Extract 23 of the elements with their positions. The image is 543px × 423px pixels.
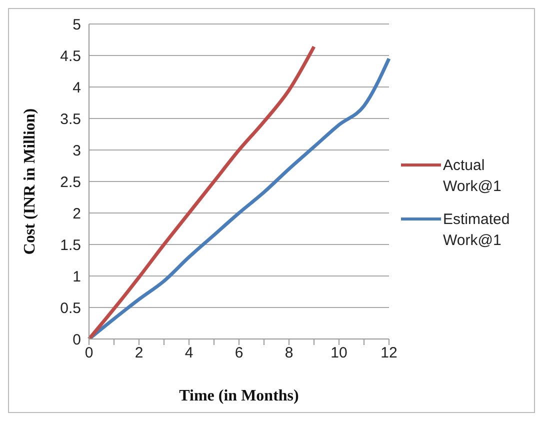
y-tick-label: 0 xyxy=(72,331,81,348)
legend-label: Actual Work@1 xyxy=(443,156,502,197)
x-axis-title: Time (in Months) xyxy=(179,387,299,404)
x-tick-label: 2 xyxy=(134,344,144,362)
y-tick-label: 1.5 xyxy=(60,236,81,254)
line-series xyxy=(87,44,316,339)
x-tick-label: 8 xyxy=(284,344,294,362)
x-tick-label: 12 xyxy=(380,344,398,362)
y-tick-label: 3 xyxy=(72,142,81,160)
y-tick-label: 3.5 xyxy=(60,110,81,128)
y-axis-title: Cost (INR in Million) xyxy=(22,108,39,255)
legend-label: Estimated Work@1 xyxy=(443,210,511,251)
y-tick-label: 4 xyxy=(72,79,81,96)
y-tick-label: 2.5 xyxy=(60,174,81,191)
y-tick-label: 2 xyxy=(72,205,81,222)
y-tick-label: 4.5 xyxy=(60,48,81,65)
x-tick-label: 6 xyxy=(234,344,244,362)
y-tick-label: 1 xyxy=(72,268,81,286)
y-tick-label: 5 xyxy=(72,16,81,34)
x-tick-label: 0 xyxy=(84,344,94,362)
x-tick-label: 10 xyxy=(330,344,348,362)
x-tick-label: 4 xyxy=(184,344,194,362)
y-tick-label: 0.5 xyxy=(60,300,81,317)
